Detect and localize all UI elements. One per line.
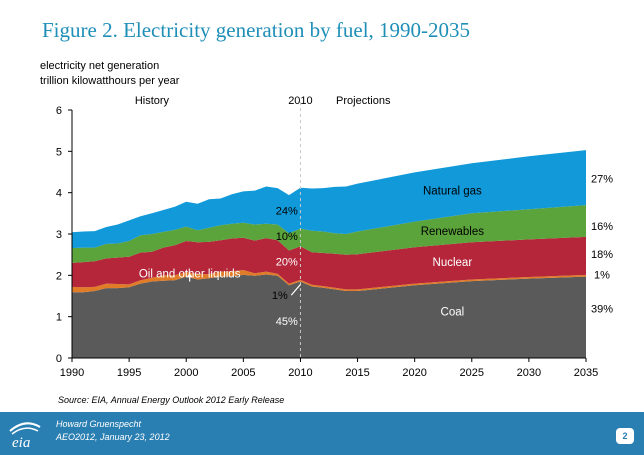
footer-presenter: Howard Gruenspecht <box>56 419 142 429</box>
nuclear-label: Nuclear <box>433 257 473 269</box>
y-tick-label: 2 <box>56 270 62 282</box>
x-tick-label: 2010 <box>288 367 312 379</box>
y-tick-label: 6 <box>56 105 62 117</box>
coal-label: Coal <box>441 306 465 318</box>
y-tick-label: 0 <box>56 353 62 365</box>
footer-bar <box>0 412 644 455</box>
history-label: History <box>135 95 170 107</box>
share-2010-renewables: 10% <box>276 231 298 243</box>
x-tick-label: 2035 <box>574 367 598 379</box>
share-2010-coal: 45% <box>276 316 298 328</box>
share-2035-coal: 39% <box>591 304 613 316</box>
x-tick-label: 2000 <box>174 367 198 379</box>
share-2035-oil: 1% <box>594 270 610 282</box>
area-series-natural-gas <box>72 150 586 249</box>
y-tick-label: 3 <box>56 229 62 241</box>
y-tick-label: 5 <box>56 146 62 158</box>
x-tick-label: 1990 <box>60 367 84 379</box>
source-note: Source: EIA, Annual Energy Outlook 2012 … <box>58 395 284 405</box>
page-number: 2 <box>616 428 634 444</box>
eia-logo: eia <box>9 422 41 450</box>
x-tick-label: 2030 <box>517 367 541 379</box>
y-tick-label: 1 <box>56 312 62 324</box>
x-tick-label: 1995 <box>117 367 141 379</box>
share-2035-nuclear: 18% <box>591 249 613 261</box>
renewables-label: Renewables <box>421 226 485 238</box>
x-tick-label: 2020 <box>402 367 426 379</box>
divider-year-label: 2010 <box>288 95 312 107</box>
figure-title: Figure 2. Electricity generation by fuel… <box>42 18 471 42</box>
share-2035-natural-gas: 27% <box>591 173 613 185</box>
area-series-oil-and-other-liquids <box>72 270 586 293</box>
eia-logo-text: eia <box>12 435 30 450</box>
area-series-renewables <box>72 205 586 263</box>
y-tick-label: 4 <box>56 188 62 200</box>
area-series-nuclear <box>72 236 586 290</box>
oil-liquids-pointer-head <box>186 273 193 278</box>
generation-area-chart: 0 1 2 3 4 5 6 1990 1995 2000 2005 2010 2015 2020 2025 2… <box>56 95 613 405</box>
y-axis-label-line-2: trillion kilowatthours per year <box>40 75 180 87</box>
footer-event: AEO2012, January 23, 2012 <box>56 432 170 442</box>
x-tick-label: 2025 <box>460 367 484 379</box>
share-2010-natural-gas: 24% <box>276 206 298 218</box>
area-series-coal <box>72 274 586 358</box>
share-2010-oil: 1% <box>272 290 288 302</box>
natural-gas-label: Natural gas <box>423 186 482 198</box>
x-tick-label: 2015 <box>345 367 369 379</box>
y-axis-label-line-1: electricity net generation <box>40 60 160 72</box>
share-2010-oil-pointer <box>290 284 301 296</box>
share-2010-nuclear: 20% <box>276 256 298 268</box>
share-2035-renewables: 16% <box>591 221 613 233</box>
x-tick-label: 2005 <box>231 367 255 379</box>
projections-label: Projections <box>336 95 391 107</box>
